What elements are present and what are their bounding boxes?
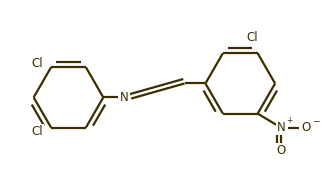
Text: −: −	[312, 116, 319, 125]
Text: Cl: Cl	[31, 57, 43, 70]
Text: Cl: Cl	[31, 125, 43, 138]
Text: N: N	[120, 91, 129, 104]
Text: N: N	[277, 121, 285, 134]
Text: O: O	[276, 144, 286, 157]
Text: O: O	[302, 121, 311, 134]
Text: +: +	[286, 116, 292, 125]
Text: Cl: Cl	[246, 31, 258, 44]
